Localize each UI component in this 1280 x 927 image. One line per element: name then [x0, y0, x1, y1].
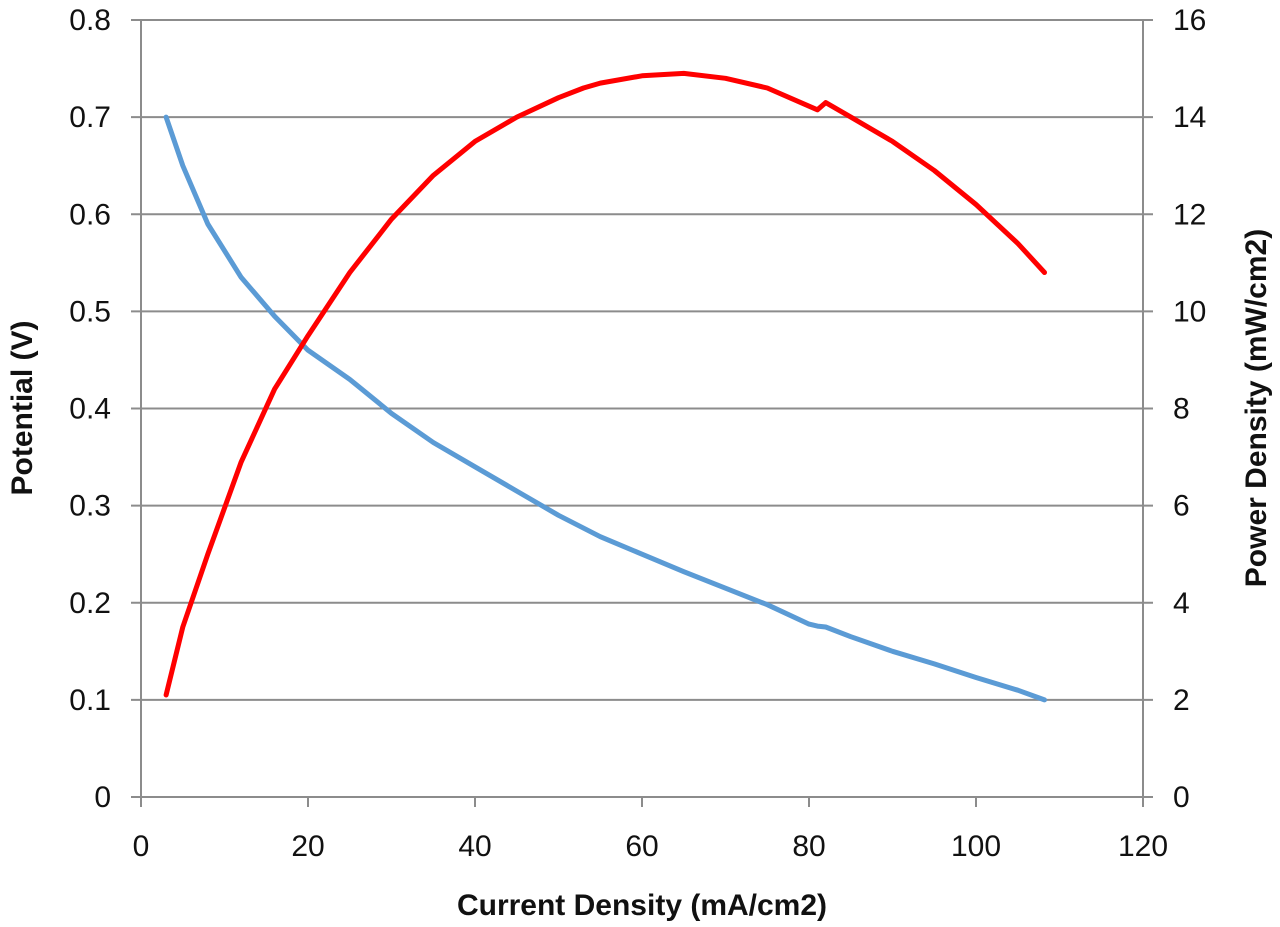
y2-tick-label: 12	[1173, 198, 1206, 231]
x-tick-label: 120	[1118, 830, 1168, 863]
y-tick-label: 0.1	[69, 684, 111, 717]
y-tick-label: 0.4	[69, 393, 111, 426]
y-tick-labels: 0 0.1 0.2 0.3 0.4 0.5 0.6 0.7 0.8	[69, 4, 111, 814]
y2-tick-labels: 0 2 4 6 8 10 12 14 16	[1173, 4, 1206, 814]
y-tick-label: 0.7	[69, 101, 111, 134]
y-tick-label: 0.3	[69, 490, 111, 523]
y-tick-label: 0	[94, 781, 111, 814]
x-tick-label: 60	[625, 830, 658, 863]
grid-lines	[131, 19, 1153, 798]
power-density-line	[163, 70, 1047, 698]
y-tick-label: 0.6	[69, 198, 111, 231]
x-tick-label: 40	[458, 830, 491, 863]
x-axis-title: Current Density (mA/cm2)	[457, 889, 827, 922]
y2-tick-label: 0	[1173, 781, 1190, 814]
x-tick-labels: 0 20 40 60 80 100 120	[133, 830, 1168, 863]
x-tick-label: 0	[133, 830, 150, 863]
y2-tick-label: 8	[1173, 393, 1190, 426]
y2-tick-label: 16	[1173, 4, 1206, 37]
y2-tick-label: 10	[1173, 295, 1206, 328]
y-axis-title: Potential (V)	[6, 320, 39, 495]
axes	[140, 20, 1144, 807]
y2-tick-label: 6	[1173, 490, 1190, 523]
y-tick-label: 0.8	[69, 4, 111, 37]
y-tick-label: 0.2	[69, 587, 111, 620]
x-tick-label: 100	[951, 830, 1001, 863]
y2-tick-label: 14	[1173, 101, 1206, 134]
y2-tick-label: 4	[1173, 587, 1190, 620]
x-tick-label: 20	[291, 830, 324, 863]
series-lines	[163, 70, 1047, 703]
y2-axis-title: Power Density (mW/cm2)	[1240, 229, 1273, 587]
y2-tick-label: 2	[1173, 684, 1190, 717]
x-tick-label: 80	[792, 830, 825, 863]
y-tick-label: 0.5	[69, 295, 111, 328]
potential-line	[163, 114, 1047, 703]
